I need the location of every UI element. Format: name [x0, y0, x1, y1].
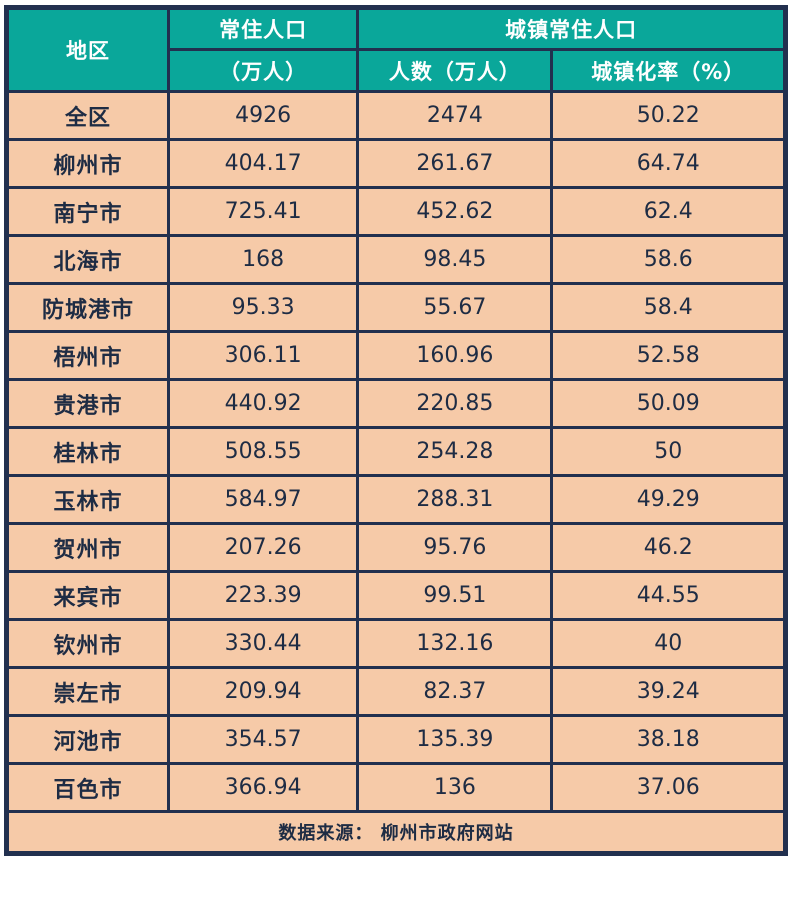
header-urban-rate: 城镇化率（%） [550, 48, 787, 93]
urban-count-cell: 82.37 [356, 666, 554, 717]
region-cell: 玉林市 [4, 474, 171, 525]
region-cell: 北海市 [4, 234, 171, 285]
urban-rate-cell: 39.24 [550, 666, 787, 717]
urban-count-cell: 254.28 [356, 426, 554, 477]
urban-rate-cell: 49.29 [550, 474, 787, 525]
region-cell: 贵港市 [4, 378, 171, 429]
urban-count-cell: 160.96 [356, 330, 554, 381]
header-urban-pop-group: 城镇常住人口 [356, 6, 787, 51]
table-row: 北海市 168 98.45 58.6 [4, 234, 787, 285]
header-urban-count: 人数（万人） [356, 48, 554, 93]
resident-pop-cell: 354.57 [167, 714, 360, 765]
urban-rate-cell: 58.6 [550, 234, 787, 285]
urban-count-cell: 99.51 [356, 570, 554, 621]
resident-pop-cell: 366.94 [167, 762, 360, 813]
table-row: 贵港市 440.92 220.85 50.09 [4, 378, 787, 429]
header-resident-pop: 常住人口 [167, 6, 360, 51]
urban-rate-cell: 50 [550, 426, 787, 477]
urban-count-cell: 135.39 [356, 714, 554, 765]
table-row: 南宁市 725.41 452.62 62.4 [4, 186, 787, 237]
urban-count-cell: 261.67 [356, 138, 554, 189]
urban-rate-cell: 37.06 [550, 762, 787, 813]
urban-rate-cell: 62.4 [550, 186, 787, 237]
table-row: 防城港市 95.33 55.67 58.4 [4, 282, 787, 333]
urban-rate-cell: 46.2 [550, 522, 787, 573]
resident-pop-cell: 168 [167, 234, 360, 285]
resident-pop-cell: 207.26 [167, 522, 360, 573]
data-source-label: 数据来源： 柳州市政府网站 [5, 810, 787, 855]
resident-pop-cell: 209.94 [167, 666, 360, 717]
urban-count-cell: 132.16 [356, 618, 554, 669]
region-cell: 贺州市 [4, 522, 171, 573]
resident-pop-cell: 404.17 [167, 138, 360, 189]
urban-count-cell: 136 [356, 762, 554, 813]
population-table: 地区 常住人口 城镇常住人口 （万人） 人数（万人） 城镇化率（%） 全区 49… [4, 5, 788, 856]
resident-pop-cell: 223.39 [167, 570, 360, 621]
table-row: 崇左市 209.94 82.37 39.24 [4, 666, 787, 717]
source-row: 数据来源： 柳州市政府网站 [5, 810, 787, 855]
resident-pop-cell: 330.44 [167, 618, 360, 669]
region-cell: 钦州市 [4, 618, 171, 669]
resident-pop-cell: 584.97 [167, 474, 360, 525]
urban-rate-cell: 40 [550, 618, 787, 669]
region-cell: 桂林市 [4, 426, 171, 477]
resident-pop-cell: 4926 [167, 90, 360, 141]
table-row: 桂林市 508.55 254.28 50 [4, 426, 787, 477]
header-resident-unit: （万人） [167, 48, 360, 93]
urban-count-cell: 98.45 [356, 234, 554, 285]
region-cell: 百色市 [4, 762, 171, 813]
urban-rate-cell: 64.74 [550, 138, 787, 189]
region-cell: 南宁市 [4, 186, 171, 237]
table-row: 玉林市 584.97 288.31 49.29 [4, 474, 787, 525]
urban-count-cell: 95.76 [356, 522, 554, 573]
table-row: 梧州市 306.11 160.96 52.58 [4, 330, 787, 381]
region-cell: 梧州市 [4, 330, 171, 381]
resident-pop-cell: 440.92 [167, 378, 360, 429]
urban-rate-cell: 44.55 [550, 570, 787, 621]
header-region: 地区 [4, 6, 171, 93]
table-row: 柳州市 404.17 261.67 64.74 [4, 138, 787, 189]
table-row: 全区 4926 2474 50.22 [4, 90, 787, 141]
urban-count-cell: 288.31 [356, 474, 554, 525]
resident-pop-cell: 306.11 [167, 330, 360, 381]
table-header: 地区 常住人口 城镇常住人口 （万人） 人数（万人） 城镇化率（%） [4, 6, 787, 93]
table-row: 河池市 354.57 135.39 38.18 [4, 714, 787, 765]
table-footer: 数据来源： 柳州市政府网站 [5, 810, 787, 855]
urban-count-cell: 55.67 [356, 282, 554, 333]
table-row: 百色市 366.94 136 37.06 [4, 762, 787, 813]
region-cell: 来宾市 [4, 570, 171, 621]
region-cell: 柳州市 [4, 138, 171, 189]
table-body: 全区 4926 2474 50.22 柳州市 404.17 261.67 64.… [4, 90, 787, 813]
urban-rate-cell: 50.22 [550, 90, 787, 141]
urban-rate-cell: 50.09 [550, 378, 787, 429]
header-row-1: 地区 常住人口 城镇常住人口 [4, 6, 787, 93]
population-table-container: 地区 常住人口 城镇常住人口 （万人） 人数（万人） 城镇化率（%） 全区 49… [4, 5, 788, 856]
region-cell: 防城港市 [4, 282, 171, 333]
region-cell: 河池市 [4, 714, 171, 765]
table-row: 钦州市 330.44 132.16 40 [4, 618, 787, 669]
urban-count-cell: 452.62 [356, 186, 554, 237]
urban-count-cell: 220.85 [356, 378, 554, 429]
resident-pop-cell: 508.55 [167, 426, 360, 477]
urban-rate-cell: 38.18 [550, 714, 787, 765]
region-cell: 全区 [4, 90, 171, 141]
table-row: 贺州市 207.26 95.76 46.2 [4, 522, 787, 573]
resident-pop-cell: 95.33 [167, 282, 360, 333]
urban-rate-cell: 52.58 [550, 330, 787, 381]
resident-pop-cell: 725.41 [167, 186, 360, 237]
urban-rate-cell: 58.4 [550, 282, 787, 333]
region-cell: 崇左市 [4, 666, 171, 717]
urban-count-cell: 2474 [356, 90, 554, 141]
table-row: 来宾市 223.39 99.51 44.55 [4, 570, 787, 621]
header-row-2: （万人） 人数（万人） 城镇化率（%） [7, 48, 787, 93]
